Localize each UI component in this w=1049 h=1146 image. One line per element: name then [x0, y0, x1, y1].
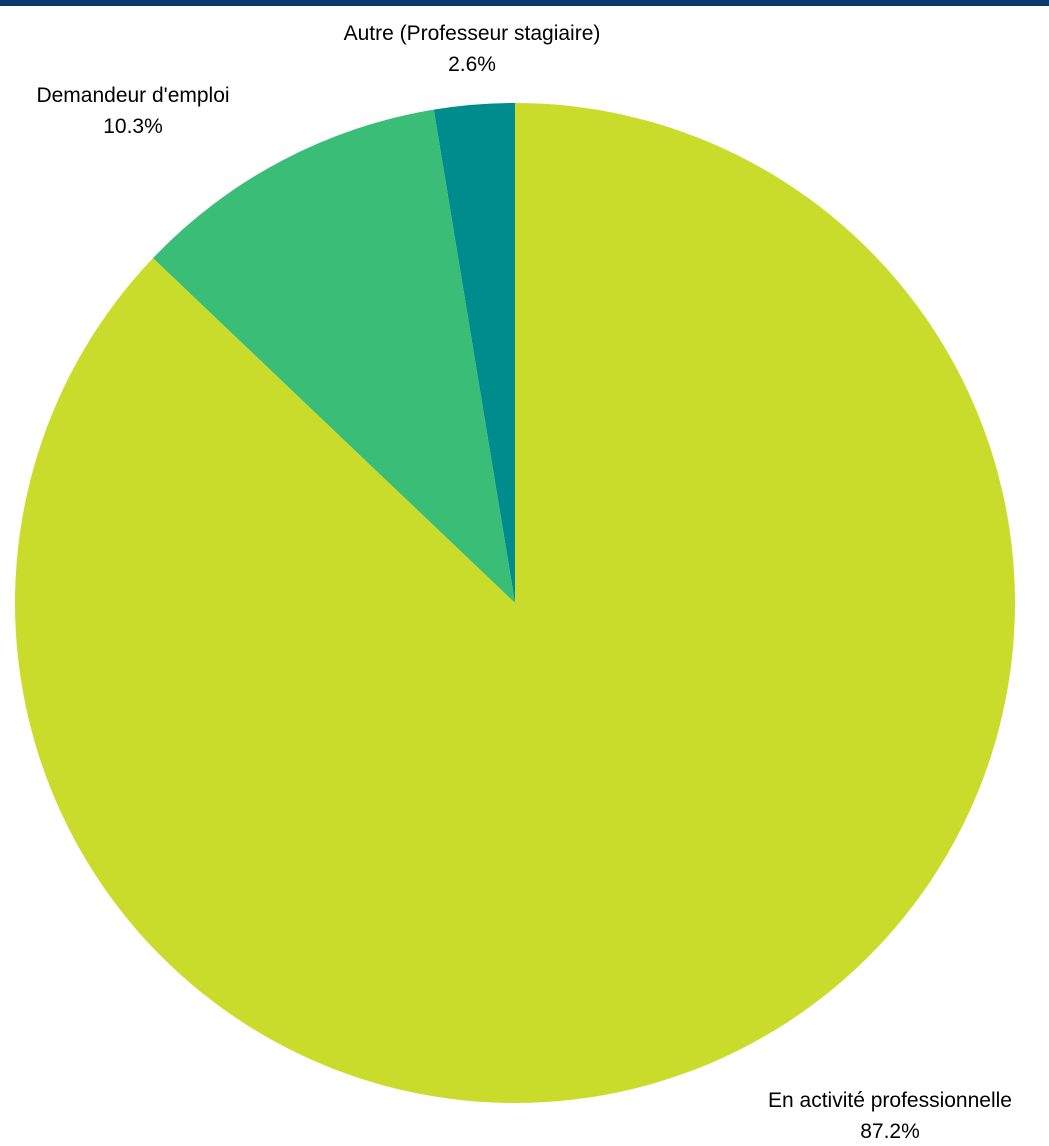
- pie-slice: [433, 103, 515, 603]
- pie-slice: [14, 103, 1016, 1103]
- slices-layer: [14, 103, 1016, 1103]
- slice-value-label: 10.3%: [103, 115, 163, 138]
- labels-layer: Autre (Professeur stagiaire) 2.6% Demandeu…: [36, 22, 1012, 1143]
- slice-value-label: 87.2%: [860, 1120, 920, 1143]
- top-accent-bar: [0, 0, 1049, 6]
- slice-label: En activité professionnelle: [768, 1089, 1012, 1112]
- slice-label: Demandeur d'emploi: [36, 84, 229, 107]
- pie-slice: [152, 109, 515, 603]
- slice-value-label: 2.6%: [448, 53, 496, 76]
- slice-label: Autre (Professeur stagiaire): [344, 22, 601, 45]
